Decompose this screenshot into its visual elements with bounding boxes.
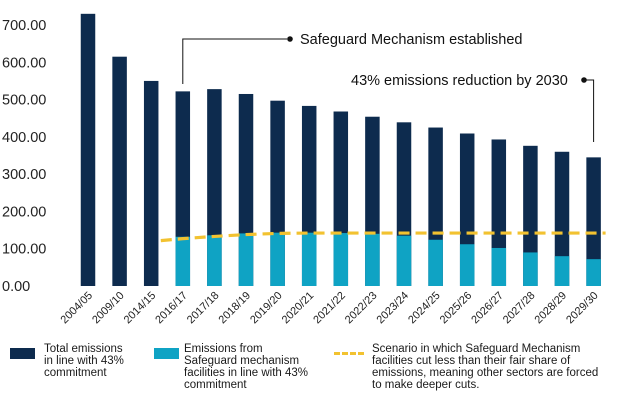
legend-scenario-line-2: facilities cut less than their fair shar… xyxy=(372,355,571,367)
bar-safeguard-emissions xyxy=(301,232,317,286)
x-tick-label: 2029/30 xyxy=(564,290,601,327)
legend-total-line-1: Total emissions xyxy=(44,343,123,355)
annotation-dot-established xyxy=(287,36,293,42)
y-tick-label: 300.00 xyxy=(2,167,46,183)
y-tick-label: 400.00 xyxy=(2,130,46,146)
legend-total-line-3: commitment xyxy=(44,367,107,379)
legend-safeguard-line-3: facilities in line with 43% xyxy=(184,367,309,379)
chart-legend: Total emissions in line with 43% commitm… xyxy=(0,343,629,402)
x-tick-label: 2018/19 xyxy=(217,290,254,327)
x-tick-label: 2021/22 xyxy=(311,290,348,327)
bar-safeguard-emissions xyxy=(554,256,570,286)
x-tick-label: 2019/20 xyxy=(248,290,285,327)
x-tick-label: 2027/28 xyxy=(501,290,538,327)
scenario-dashed-line xyxy=(160,231,606,243)
x-tick-label: 2020/21 xyxy=(280,290,317,327)
annotation-dot-reduction xyxy=(581,77,587,83)
legend-total-line-2: in line with 43% xyxy=(44,355,124,367)
y-tick-label: 100.00 xyxy=(2,242,46,258)
legend-swatch-scenario xyxy=(334,352,364,355)
bar-safeguard-emissions xyxy=(459,244,475,286)
y-tick-label: 700.00 xyxy=(2,18,46,34)
bar-safeguard-emissions xyxy=(270,232,285,286)
x-tick-label: 2004/05 xyxy=(59,290,96,327)
bar-safeguard-emissions xyxy=(523,252,538,286)
x-tick-label: 2016/17 xyxy=(153,290,190,327)
bar-safeguard-emissions xyxy=(333,233,349,286)
x-tick-label: 2009/10 xyxy=(90,290,127,327)
y-tick-label: 500.00 xyxy=(2,93,46,109)
x-tick-label: 2028/29 xyxy=(533,290,570,327)
bar-safeguard-emissions xyxy=(396,235,412,286)
legend-scenario-line-4: to make deeper cuts. xyxy=(372,379,480,391)
bar-safeguard-emissions xyxy=(175,236,191,286)
x-tick-label: 2014/15 xyxy=(122,290,159,327)
bar-safeguard-emissions xyxy=(238,233,254,286)
x-tick-label: 2017/18 xyxy=(185,290,222,327)
bar-total-emissions xyxy=(143,80,159,286)
y-tick-label: 600.00 xyxy=(2,55,46,71)
legend-swatch-total xyxy=(10,348,35,359)
y-tick-label: 0.00 xyxy=(2,279,30,295)
x-tick-label: 2024/25 xyxy=(406,290,443,327)
bar-safeguard-emissions xyxy=(207,235,222,286)
legend-swatch-safeguard xyxy=(154,348,179,359)
bar-safeguard-emissions xyxy=(586,259,601,286)
annotation-connector-established xyxy=(182,38,287,84)
legend-safeguard-line-4: commitment xyxy=(184,379,247,391)
bar-total-emissions xyxy=(80,13,96,287)
legend-safeguard-line-2: Safeguard mechanism xyxy=(184,355,300,367)
annotation-connector-reduction xyxy=(586,79,595,142)
legend-safeguard-line-1: Emissions from xyxy=(184,343,263,355)
bar-safeguard-emissions xyxy=(491,247,507,286)
bar-safeguard-emissions xyxy=(428,239,443,286)
x-tick-label: 2025/26 xyxy=(438,290,475,327)
bar-total-emissions xyxy=(586,157,601,286)
bar-total-emissions xyxy=(523,145,538,286)
legend-scenario-line-3: emissions, meaning other sectors are for… xyxy=(372,367,599,379)
bar-total-emissions xyxy=(554,151,570,286)
x-tick-label: 2022/23 xyxy=(343,290,380,327)
annotation-established: Safeguard Mechanism established xyxy=(300,32,522,48)
legend-scenario-line-1: Scenario in which Safeguard Mechanism xyxy=(372,343,581,355)
bar-safeguard-emissions xyxy=(365,233,380,286)
x-tick-label: 2023/24 xyxy=(375,290,412,327)
annotation-reduction-2030: 43% emissions reduction by 2030 xyxy=(351,73,568,89)
x-tick-label: 2026/27 xyxy=(469,290,506,327)
y-tick-label: 200.00 xyxy=(2,204,46,220)
chart-plot: 0.00 100.00 200.00 300.00 400.00 500.00 600.00… xyxy=(2,13,606,327)
bar-total-emissions xyxy=(112,56,127,286)
